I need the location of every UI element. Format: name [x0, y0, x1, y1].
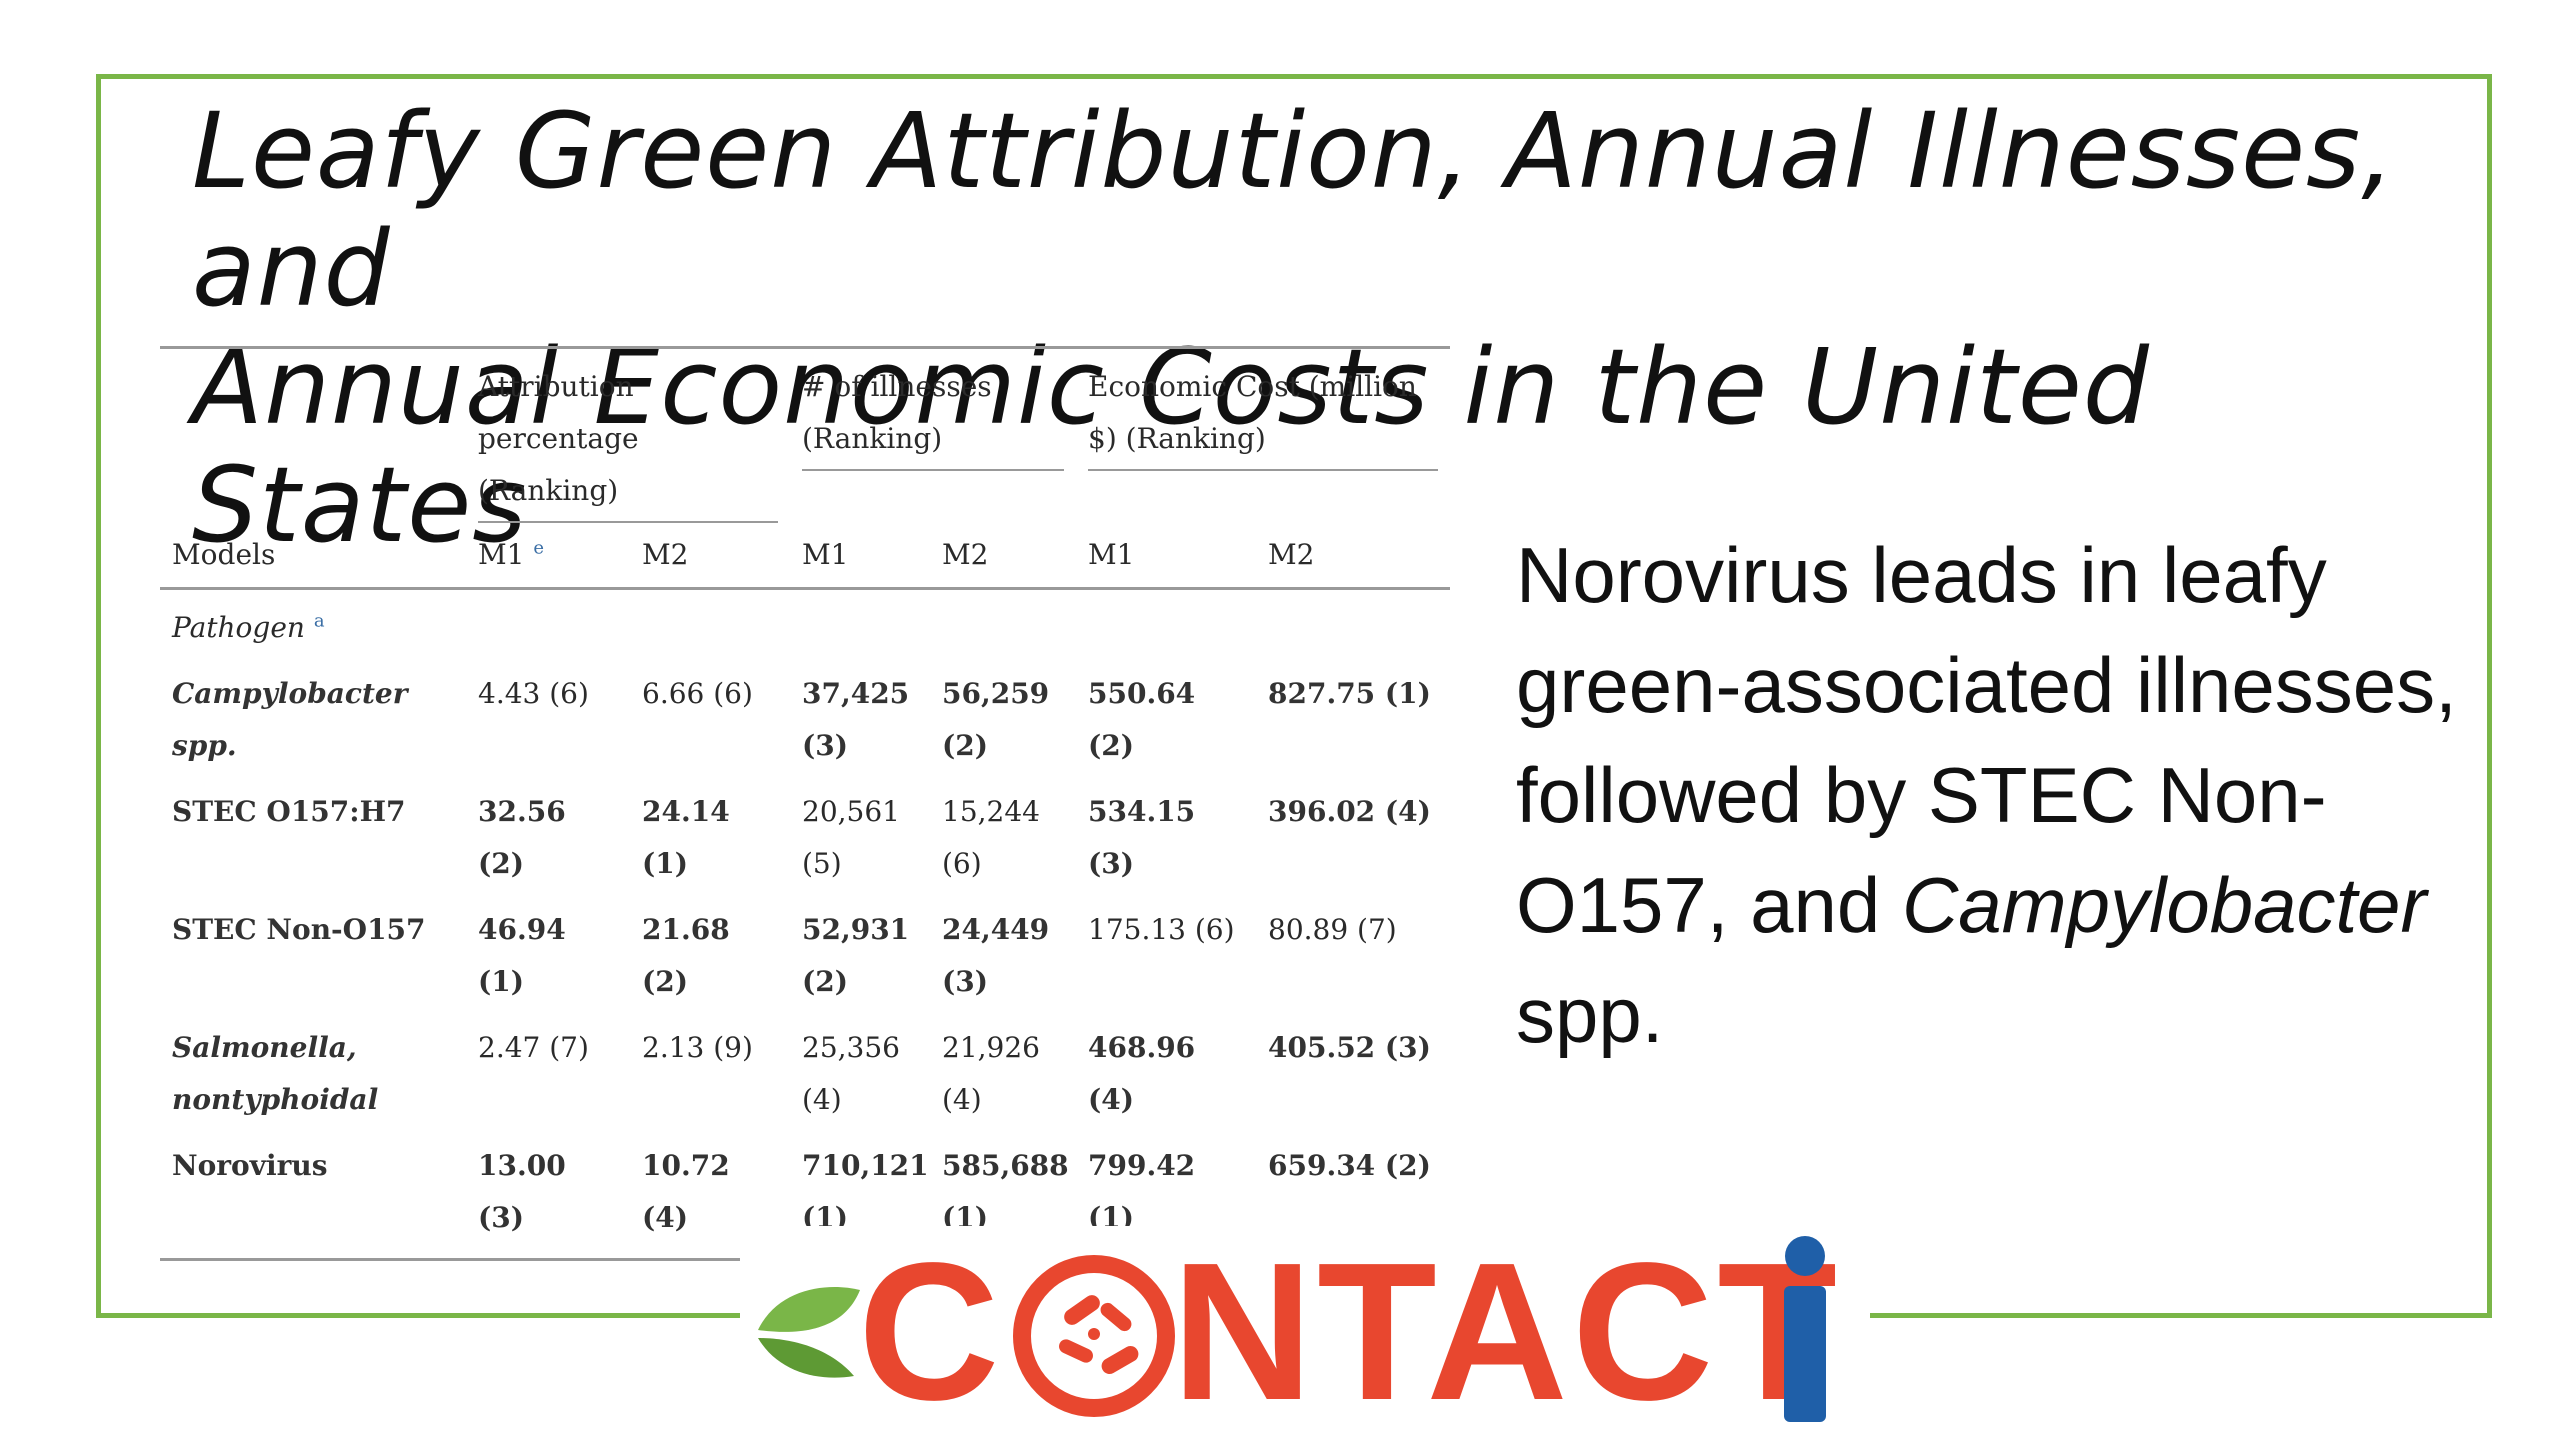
table-cell: 396.02 (4): [1268, 795, 1431, 828]
table-section-row: Pathogen a: [160, 589, 1450, 669]
table-row: Campylobacter spp. 4.43 (6) 6.66 (6) 37,…: [160, 668, 1450, 786]
table-row: Norovirus 13.00 (3) 10.72 (4) 710,121 (1…: [160, 1140, 1450, 1260]
section-label: Pathogen a: [172, 610, 325, 644]
table-row: Salmonella, nontyphoidal 2.47 (7) 2.13 (…: [160, 1022, 1450, 1140]
table-cell: 56,259 (2): [942, 677, 1050, 762]
table-cell: 534.15 (3): [1088, 795, 1196, 880]
table-cell: 46.94 (1): [478, 913, 566, 998]
summary-text: Norovirus leads in leafy green-associate…: [1516, 520, 2476, 1070]
table-cell: 405.52 (3): [1268, 1031, 1431, 1064]
summary-part-1: Norovirus leads in leafy green-associate…: [1516, 531, 2457, 949]
petri-dish-icon: [1013, 1255, 1175, 1417]
table-cell: 2.13 (9): [642, 1031, 753, 1064]
row-name: Campylobacter spp.: [172, 677, 408, 762]
table-group-header: Attribution percentage (Ranking) # of il…: [160, 348, 1450, 524]
title-line-1: Leafy Green Attribution, Annual Illnesse…: [192, 90, 2396, 330]
contact-logo-wordmark: C NTACT: [858, 1232, 1841, 1432]
table-sub-header: Models M1 e M2 M1 M2 M1 M2: [160, 523, 1451, 589]
row-name: STEC Non-O157: [172, 913, 426, 946]
summary-italic: Campylobacter: [1901, 861, 2427, 949]
summary-part-2: spp.: [1516, 971, 1664, 1059]
table-cell: 659.34 (2): [1268, 1149, 1431, 1182]
table-cell: 25,356 (4): [802, 1031, 900, 1116]
data-table: Attribution percentage (Ranking) # of il…: [160, 346, 1451, 1261]
table-cell: 21.68 (2): [642, 913, 730, 998]
table-row: STEC Non-O157 46.94 (1) 21.68 (2) 52,931…: [160, 904, 1450, 1022]
person-icon: [1784, 1236, 1826, 1422]
header-attribution: Attribution percentage (Ranking): [466, 348, 790, 523]
header-empty: [160, 348, 466, 524]
row-name: Norovirus: [172, 1149, 328, 1182]
table-cell: 24,449 (3): [942, 913, 1050, 998]
table-cell: 15,244 (6): [942, 795, 1040, 880]
logo-band: [740, 1226, 1870, 1440]
header-economic-cost: Economic Cost (million $) (Ranking): [1076, 348, 1450, 524]
table-cell: 21,926 (4): [942, 1031, 1040, 1116]
table-cell: 468.96 (4): [1088, 1031, 1196, 1116]
table-cell: 13.00 (3): [478, 1149, 566, 1234]
table-cell: 24.14 (1): [642, 795, 730, 880]
header-m2: M2: [1268, 538, 1315, 571]
table-cell: 20,561 (5): [802, 795, 900, 880]
header-illnesses: # of illnesses (Ranking): [790, 348, 1076, 524]
leaf-icon: [758, 1286, 860, 1378]
header-m1: M1: [802, 538, 849, 571]
table-cell: 710,121 (1): [802, 1149, 929, 1234]
logo-letters-ntact: NTACT: [1171, 1222, 1842, 1441]
header-m2: M2: [942, 538, 989, 571]
table-row: STEC O157:H7 32.56 (2) 24.14 (1) 20,561 …: [160, 786, 1450, 904]
table-cell: 37,425 (3): [802, 677, 910, 762]
header-m2: M2: [642, 538, 689, 571]
header-models: Models: [172, 538, 276, 571]
table-cell: 10.72 (4): [642, 1149, 730, 1234]
table-cell: 4.43 (6): [478, 677, 589, 710]
logo-letter-c: C: [858, 1222, 1004, 1441]
table-cell: 80.89 (7): [1268, 913, 1397, 946]
table-cell: 175.13 (6): [1088, 913, 1235, 946]
table-cell: 827.75 (1): [1268, 677, 1431, 710]
row-name: STEC O157:H7: [172, 795, 406, 828]
header-m1: M1 e: [478, 537, 545, 571]
table-cell: 550.64 (2): [1088, 677, 1196, 762]
row-name: Salmonella, nontyphoidal: [172, 1031, 379, 1116]
table-cell: 32.56 (2): [478, 795, 566, 880]
table-cell: 2.47 (7): [478, 1031, 589, 1064]
table-cell: 52,931 (2): [802, 913, 910, 998]
table-cell: 6.66 (6): [642, 677, 753, 710]
header-m1: M1: [1088, 538, 1135, 571]
